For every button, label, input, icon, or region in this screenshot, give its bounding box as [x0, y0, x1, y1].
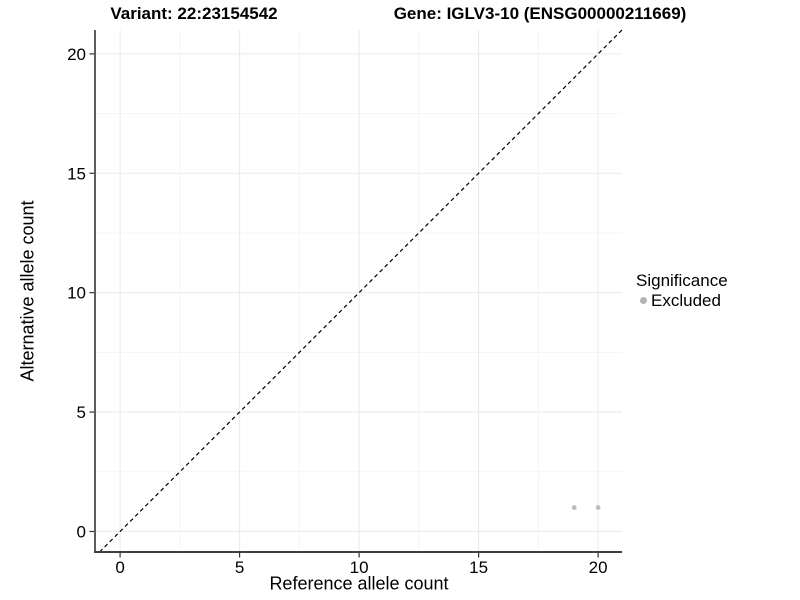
x-tick-label: 0: [115, 558, 124, 577]
gene-title: Gene: IGLV3-10 (ENSG00000211669): [393, 4, 687, 23]
legend-item-excluded: Excluded: [640, 291, 728, 310]
excluded-point-icon: [640, 297, 647, 304]
x-tick-label: 10: [350, 558, 369, 577]
legend-title: Significance: [636, 271, 728, 290]
x-tick-label: 5: [235, 558, 244, 577]
legend-item-label: Excluded: [651, 291, 721, 310]
y-tick-label: 15: [67, 164, 86, 183]
legend: Significance Excluded: [636, 271, 728, 310]
x-tick-label: 15: [469, 558, 488, 577]
x-tick-label: 20: [589, 558, 608, 577]
data-point: [571, 505, 577, 510]
identity-line: [99, 29, 623, 553]
y-tick-label: 20: [67, 45, 86, 64]
data-point: [595, 505, 601, 510]
x-axis-label: Reference allele count: [269, 573, 449, 594]
y-tick-label: 0: [77, 522, 86, 541]
y-tick-label: 10: [67, 284, 86, 303]
y-tick-label: 5: [77, 403, 86, 422]
variant-title: Variant: 22:23154542: [110, 4, 278, 23]
